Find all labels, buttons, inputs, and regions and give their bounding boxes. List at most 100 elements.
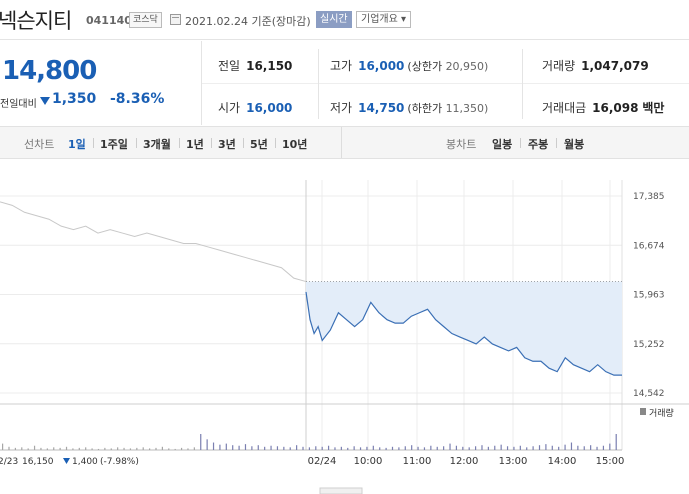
price-chart-svg: 17,385 16,674 15,963 15,252 14,542 거래량 02/24 10… — [0, 180, 689, 494]
candle-daily[interactable]: 일봉 — [492, 138, 513, 151]
current-price: 14,800 — [2, 56, 97, 86]
volume-bar — [558, 446, 560, 450]
volume-bar — [219, 444, 221, 450]
change-label: 전일대비 — [0, 99, 37, 110]
volume-bar — [372, 445, 374, 450]
divider — [93, 138, 94, 148]
change-percent: -8.36% — [110, 91, 165, 107]
stat-low: 저가 14,750 (하한가 11,350) — [330, 101, 489, 115]
scroll-handle — [319, 487, 363, 494]
volume-bar — [187, 448, 189, 450]
period-1w[interactable]: 1주일 — [100, 138, 128, 151]
volume-bar — [40, 447, 42, 450]
volume-bar — [404, 446, 406, 450]
volume-bar — [500, 444, 502, 450]
down-arrow-icon — [63, 458, 70, 464]
volume-bar — [430, 445, 432, 450]
stat-prev-close: 전일 16,150 — [218, 59, 293, 73]
volume-bar — [443, 446, 445, 450]
volume-bar — [149, 448, 151, 450]
volume-bar — [519, 445, 521, 450]
volume-bar — [136, 447, 138, 450]
volume-bar — [455, 445, 458, 450]
volume-bar — [46, 448, 48, 450]
volume-bar — [129, 448, 132, 450]
volume-bar — [110, 448, 112, 450]
today-price-line — [305, 291, 622, 376]
volume-bar — [85, 447, 87, 450]
volume-bar — [506, 446, 509, 450]
volume-bar — [161, 446, 163, 450]
volume-bar — [78, 447, 80, 450]
volume-bar — [347, 447, 349, 450]
price-block: 14,800 전일대비 1,350 -8.36% — [0, 41, 200, 121]
volume-bar — [379, 447, 381, 450]
volume-bar — [583, 446, 585, 450]
x-tick-label: 15:00 — [596, 456, 625, 467]
volume-legend-icon — [640, 408, 646, 415]
change-amount: 1,350 — [52, 91, 97, 107]
volume-bar — [570, 442, 573, 450]
y-tick-label: 15,252 — [633, 340, 665, 350]
volume-bar — [244, 444, 247, 450]
period-1y[interactable]: 1년 — [186, 138, 204, 151]
y-tick-label: 16,674 — [633, 241, 665, 251]
volume-bar — [200, 434, 202, 450]
candle-chart-label: 봉차트 — [446, 138, 477, 151]
period-3y[interactable]: 3년 — [218, 138, 236, 151]
volume-bar — [251, 446, 253, 450]
stat-high: 고가 16,000 (상한가 20,950) — [330, 59, 489, 73]
volume-bar — [551, 445, 553, 450]
volume-bar — [462, 446, 464, 450]
realtime-button[interactable]: 실시간 — [316, 11, 352, 28]
divider — [520, 138, 521, 148]
candle-weekly[interactable]: 주봉 — [528, 138, 549, 151]
volume-bar — [315, 446, 317, 450]
volume-bar — [526, 447, 528, 450]
volume-bar — [2, 443, 4, 450]
prev-day-line — [0, 201, 307, 283]
volume-bar — [283, 446, 285, 450]
x-tick-label: 10:00 — [354, 456, 383, 467]
y-tick-label: 17,385 — [633, 192, 665, 202]
volume-bar — [104, 447, 106, 450]
volume-bar — [366, 446, 368, 450]
volume-bar — [545, 444, 547, 450]
volume-bar — [615, 434, 617, 450]
line-chart-label: 선차트 — [24, 138, 55, 151]
stat-volume: 거래량 1,047,079 — [542, 59, 649, 73]
volume-bar — [398, 447, 400, 450]
volume-bar — [27, 448, 29, 450]
x-tick-label: 02/24 — [308, 456, 337, 467]
volume-bar — [411, 445, 413, 450]
period-10y[interactable]: 10년 — [282, 138, 308, 151]
volume-bar — [65, 446, 68, 450]
company-info-button[interactable]: 기업개요 ▾ — [356, 11, 411, 28]
x-tick-label: 13:00 — [499, 456, 528, 467]
volume-bar — [391, 446, 394, 450]
volume-bar — [564, 444, 566, 450]
volume-bar — [270, 445, 272, 450]
volume-bar — [321, 446, 323, 450]
volume-bar — [21, 447, 23, 450]
period-3m[interactable]: 3개월 — [143, 138, 171, 151]
x-tick-label: 11:00 — [403, 456, 432, 467]
volume-bar — [180, 447, 183, 450]
volume-bar — [8, 446, 10, 450]
divider — [275, 138, 276, 148]
period-1d[interactable]: 1일 — [68, 138, 86, 151]
volume-bar — [334, 447, 336, 450]
x-tick-label: 14:00 — [548, 456, 577, 467]
volume-bar — [468, 447, 470, 450]
prev-day-pct: (-7.98%) — [100, 457, 139, 467]
candle-monthly[interactable]: 월봉 — [564, 138, 585, 151]
volume-bar — [142, 447, 144, 450]
company-name[interactable]: 넥슨지티 — [0, 9, 72, 33]
period-5y[interactable]: 5년 — [250, 138, 268, 151]
volume-bar — [232, 445, 234, 450]
divider — [211, 138, 212, 148]
volume-bar — [33, 445, 36, 450]
today-area-fill — [306, 281, 622, 376]
market-badge: 코스닥 — [129, 12, 162, 28]
y-tick-label: 15,963 — [633, 291, 665, 301]
